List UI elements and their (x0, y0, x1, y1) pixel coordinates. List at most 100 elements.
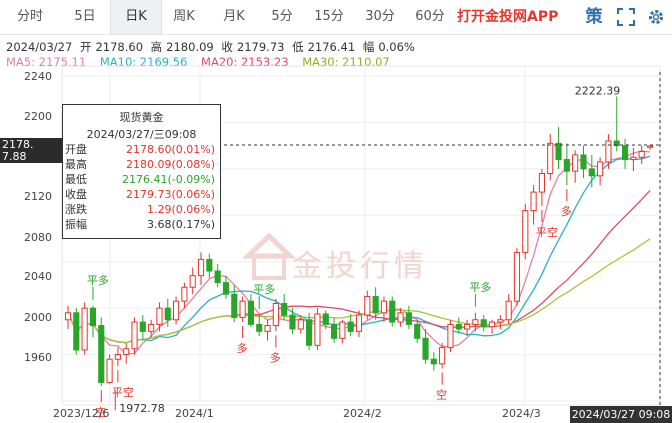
tab-5day[interactable]: 5日 (74, 9, 96, 24)
fullscreen-icon[interactable] (616, 7, 636, 27)
candle-body (156, 307, 163, 325)
candle-body (447, 323, 454, 349)
candle-body (173, 300, 180, 321)
tab-5min[interactable]: 5分 (271, 9, 293, 24)
candle-body (272, 303, 279, 327)
x-tick: 2024/1 (175, 407, 214, 420)
candle-body (123, 348, 130, 356)
period-tabs: 分时 5日 日K 周K 月K 5分 15分 30分 60分 打开金投网APP 策 (0, 0, 672, 35)
tooltip-row-value: 2180.09(0.08%) (125, 158, 215, 171)
candle-body (189, 275, 196, 288)
candle-body (355, 314, 363, 332)
candle-body (472, 319, 479, 325)
candle-body (621, 145, 629, 161)
candle-body (73, 312, 80, 351)
candle-body (347, 321, 354, 332)
y-tick: 2200 (24, 110, 52, 123)
current-price-tag-secondary: 7.88 (0, 150, 64, 163)
info-low: 2176.41 (307, 40, 356, 54)
candle-body (597, 161, 604, 177)
tab-intraday[interactable]: 分时 (16, 9, 43, 24)
tooltip-row: 开盘 2178.60(0.01%) (63, 142, 220, 157)
x-tick: 2024/2 (343, 407, 382, 420)
candle-body (98, 325, 105, 383)
tooltip-row: 收盘 2179.73(0.06%) (63, 187, 220, 202)
candle-body (297, 319, 304, 330)
tab-monthly-k[interactable]: 月K (223, 9, 245, 24)
tooltip-row: 最低 2176.41(-0.09%) (63, 172, 220, 187)
signal-label: 平多 (253, 282, 275, 296)
candle-body (281, 303, 288, 316)
tab-60min[interactable]: 60分 (415, 9, 445, 24)
max-annotation: 2222.39 (575, 84, 621, 97)
signal-label: 空 (436, 388, 447, 402)
candle-body (630, 156, 637, 161)
tooltip-date: 2024/03/27/三09:08 (86, 128, 197, 141)
y-tick: 2240 (24, 70, 52, 83)
ohlc-tooltip: 现货黄金 2024/03/27/三09:08 开盘 2178.60(0.01%) 最… (62, 104, 221, 239)
tooltip-row-value: 1.29(0.06%) (146, 203, 215, 216)
candle-body (206, 258, 213, 272)
tooltip-row: 涨跌 1.29(0.06%) (63, 202, 220, 217)
candle-body (513, 251, 521, 302)
candle-body (497, 319, 504, 323)
info-high-label: 高 (150, 40, 163, 54)
candle-body (197, 258, 205, 277)
candle-body (638, 150, 645, 158)
candle-body (380, 300, 388, 314)
y-tick: 2040 (24, 270, 52, 283)
tab-15min[interactable]: 15分 (314, 9, 344, 24)
candle-body (538, 173, 545, 193)
candle-body (239, 300, 246, 318)
signal-label: 多 (270, 350, 281, 364)
info-open: 2178.60 (95, 40, 144, 54)
candle-body (306, 319, 313, 346)
tooltip-row-value: 2178.60(0.01%) (125, 143, 215, 156)
tab-30min[interactable]: 30分 (365, 9, 395, 24)
candle-body (488, 321, 496, 328)
tooltip-title: 现货黄金 (119, 111, 164, 124)
candle-body (364, 296, 371, 316)
candle-body (580, 154, 587, 170)
signal-label: 平空 (112, 385, 134, 399)
tab-daily-k[interactable]: 日K (110, 0, 162, 34)
candle-body (414, 323, 421, 339)
candle-body (522, 210, 529, 253)
info-low-label: 低 (292, 40, 304, 54)
watermark-text: 金投行情 (292, 249, 428, 284)
candle-body (646, 145, 654, 148)
min-annotation: 1972.78 (119, 402, 165, 415)
candle-body (455, 323, 462, 330)
candle-body (181, 286, 188, 302)
info-open-label: 开 (79, 40, 92, 54)
tab-weekly-k[interactable]: 周K (173, 9, 195, 24)
y-tick: 2120 (24, 190, 52, 203)
candle-body (322, 313, 329, 325)
candle-body (588, 168, 595, 177)
settings-icon[interactable] (646, 7, 666, 27)
candle-body (314, 313, 321, 346)
signal-label: 空 (95, 405, 106, 419)
candle-body (256, 323, 263, 332)
signal-label: 多 (561, 204, 572, 218)
candle-body (505, 300, 512, 321)
open-app-link[interactable]: 打开金投网APP (457, 9, 559, 25)
info-close: 2179.73 (236, 40, 285, 54)
candle-body (389, 300, 396, 323)
candle-body (613, 140, 620, 147)
tooltip-row-label: 振幅 (65, 218, 87, 231)
tooltip-row-label: 最高 (65, 158, 87, 171)
candle-body (231, 293, 238, 318)
candle-body (397, 312, 404, 323)
x-tick: 2023/12/6 (53, 407, 110, 420)
tooltip-row-label: 开盘 (65, 143, 87, 156)
candle-body (430, 358, 437, 365)
current-price-tag: 2178. (0, 138, 64, 151)
tooltip-row: 最高 2180.09(0.08%) (63, 157, 220, 172)
candle-body (114, 354, 121, 360)
candle-body (480, 319, 487, 328)
strategy-icon[interactable]: 策 (585, 7, 603, 27)
candle-body (106, 358, 113, 383)
candle-body (372, 296, 379, 314)
